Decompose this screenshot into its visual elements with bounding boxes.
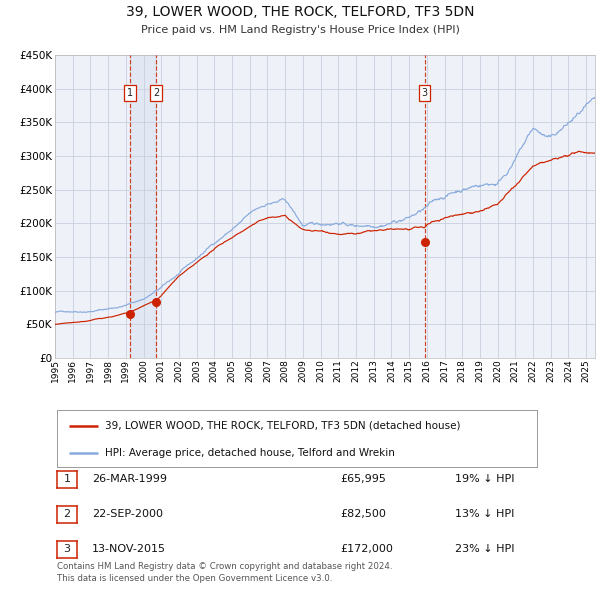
Text: 39, LOWER WOOD, THE ROCK, TELFORD, TF3 5DN (detached house): 39, LOWER WOOD, THE ROCK, TELFORD, TF3 5…	[105, 421, 461, 431]
Text: 1: 1	[127, 88, 133, 98]
Text: 3: 3	[64, 544, 71, 554]
Text: £65,995: £65,995	[340, 474, 386, 484]
Text: 13-NOV-2015: 13-NOV-2015	[92, 544, 166, 554]
Text: 13% ↓ HPI: 13% ↓ HPI	[455, 509, 514, 519]
Text: 2: 2	[64, 509, 71, 519]
Text: 39, LOWER WOOD, THE ROCK, TELFORD, TF3 5DN: 39, LOWER WOOD, THE ROCK, TELFORD, TF3 5…	[126, 5, 474, 19]
Text: This data is licensed under the Open Government Licence v3.0.: This data is licensed under the Open Gov…	[57, 574, 332, 583]
Text: 26-MAR-1999: 26-MAR-1999	[92, 474, 167, 484]
Text: HPI: Average price, detached house, Telford and Wrekin: HPI: Average price, detached house, Telf…	[105, 448, 395, 458]
Text: 22-SEP-2000: 22-SEP-2000	[92, 509, 163, 519]
Bar	[130, 55, 156, 358]
Text: Price paid vs. HM Land Registry's House Price Index (HPI): Price paid vs. HM Land Registry's House …	[140, 25, 460, 35]
Text: 2: 2	[153, 88, 160, 98]
Text: £172,000: £172,000	[340, 544, 393, 554]
Text: Contains HM Land Registry data © Crown copyright and database right 2024.: Contains HM Land Registry data © Crown c…	[57, 562, 392, 571]
Text: £82,500: £82,500	[340, 509, 386, 519]
Text: 23% ↓ HPI: 23% ↓ HPI	[455, 544, 515, 554]
Text: 1: 1	[64, 474, 71, 484]
Text: 3: 3	[421, 88, 428, 98]
Text: 19% ↓ HPI: 19% ↓ HPI	[455, 474, 515, 484]
